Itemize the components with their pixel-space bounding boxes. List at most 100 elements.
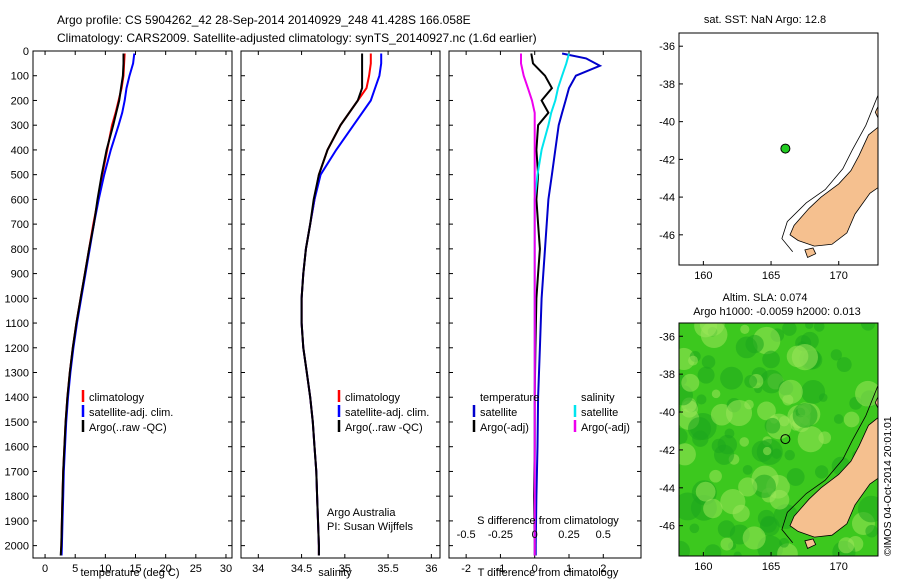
map-y-tick-label: -40 bbox=[659, 117, 675, 129]
temperature-panel bbox=[32, 50, 233, 559]
svg-text:salinity: salinity bbox=[581, 392, 615, 404]
sst-map-title: sat. SST: NaN Argo: 12.8 bbox=[704, 14, 826, 26]
sla-patch bbox=[836, 357, 852, 373]
x-tick-label: 0 bbox=[42, 563, 48, 575]
series-line-satellite-adj-clim- bbox=[300, 53, 383, 556]
s-tick-label: 0.25 bbox=[558, 529, 579, 541]
sla-patch bbox=[742, 526, 766, 550]
salinity-annotation-1: Argo Australia bbox=[327, 507, 396, 519]
sla-patch bbox=[704, 544, 722, 556]
header-line1: Argo profile: CS 5904262_42 28-Sep-2014 … bbox=[57, 13, 471, 27]
depth-tick-label: 2000 bbox=[5, 541, 29, 553]
map-x-tick-label: 160 bbox=[694, 270, 712, 282]
svg-text:Argo(-adj): Argo(-adj) bbox=[581, 422, 630, 434]
series-line-s-argo-adj- bbox=[520, 53, 536, 556]
sla-patch bbox=[838, 537, 855, 554]
depth-tick-label: 200 bbox=[11, 95, 29, 107]
depth-tick-label: 600 bbox=[11, 194, 29, 206]
sla-map: 160 165 170 -36 -38 -40 -42 -44 -46 bbox=[659, 322, 879, 573]
land-stewart-island bbox=[804, 247, 817, 259]
map-y-tick-label: -42 bbox=[659, 445, 675, 457]
depth-tick-label: 1500 bbox=[5, 417, 29, 429]
sla-patch bbox=[784, 449, 795, 461]
depth-tick-label: 1900 bbox=[5, 516, 29, 528]
sla-patch bbox=[720, 366, 743, 390]
depth-tick-label: 500 bbox=[11, 170, 29, 182]
salinity-legend: climatology satellite-adj. clim. Argo(..… bbox=[337, 390, 429, 434]
s-tick-label: -0.25 bbox=[488, 529, 513, 541]
sla-patch bbox=[782, 323, 797, 336]
series-line-argo-raw-qc- bbox=[300, 53, 364, 556]
sla-patch bbox=[843, 411, 860, 428]
sla-patch bbox=[711, 389, 721, 399]
x-tick-label: 35 bbox=[339, 563, 351, 575]
map-y-tick-label: -44 bbox=[659, 192, 675, 204]
sla-patch bbox=[791, 344, 818, 371]
sla-patch bbox=[679, 540, 690, 556]
sla-patch bbox=[763, 446, 772, 456]
map-x-tick-label: 165 bbox=[762, 561, 780, 573]
sla-patch bbox=[769, 489, 790, 510]
svg-text:satellite: satellite bbox=[480, 407, 517, 419]
depth-tick-label: 300 bbox=[11, 120, 29, 132]
map-y-tick-label: -36 bbox=[659, 331, 675, 343]
sla-patch bbox=[801, 379, 826, 404]
depth-tick-label: 1100 bbox=[5, 318, 29, 330]
svg-text:Argo(..raw -QC): Argo(..raw -QC) bbox=[345, 422, 423, 434]
difference-xlabel-top: S difference from climatology bbox=[477, 515, 619, 527]
shelf-contour bbox=[781, 95, 878, 253]
sla-patch bbox=[792, 402, 818, 428]
sla-patch bbox=[679, 443, 696, 466]
depth-tick-label: 100 bbox=[11, 71, 29, 83]
depth-tick-label: 1800 bbox=[5, 491, 29, 503]
sla-patch bbox=[744, 374, 758, 388]
depth-tick-label: 1700 bbox=[5, 466, 29, 478]
s-tick-label: -0.5 bbox=[457, 529, 476, 541]
sla-patch bbox=[696, 394, 707, 405]
svg-text:climatology: climatology bbox=[89, 392, 145, 404]
svg-text:satellite-adj. clim.: satellite-adj. clim. bbox=[89, 407, 173, 419]
map-y-tick-label: -38 bbox=[659, 369, 675, 381]
depth-tick-label: 1200 bbox=[5, 343, 29, 355]
x-tick-label: 0 bbox=[532, 563, 538, 575]
x-tick-label: 20 bbox=[160, 563, 172, 575]
sla-patch bbox=[779, 537, 789, 548]
depth-tick-label: 1000 bbox=[5, 293, 29, 305]
map-y-tick-label: -36 bbox=[659, 41, 675, 53]
sla-patch bbox=[857, 495, 878, 523]
depth-axis: 0 100 200 300 400 500 600 700 800 900 1000 1100 1200… bbox=[5, 46, 29, 553]
series-line-s-satellite bbox=[533, 53, 570, 556]
sla-patch bbox=[732, 504, 750, 522]
series-line-t-satellite bbox=[534, 52, 603, 556]
sla-patch bbox=[759, 369, 784, 394]
salinity-panel bbox=[240, 50, 441, 559]
series-line-satellite-adj-clim- bbox=[60, 53, 136, 556]
series-line-climatology bbox=[300, 53, 372, 556]
sla-patch bbox=[701, 355, 716, 369]
sla-patch bbox=[733, 551, 742, 556]
map-x-tick-label: 170 bbox=[830, 270, 848, 282]
sla-patch bbox=[865, 524, 878, 538]
sla-map-title2: Argo h1000: -0.0059 h2000: 0.013 bbox=[693, 306, 861, 318]
series-line-argo-raw-qc- bbox=[59, 53, 125, 556]
x-tick-label: -1 bbox=[496, 563, 506, 575]
sla-patch bbox=[687, 417, 712, 441]
x-tick-label: 35.5 bbox=[377, 563, 398, 575]
map-x-tick-label: 165 bbox=[762, 270, 780, 282]
land-south-island bbox=[789, 417, 878, 538]
sla-patch bbox=[739, 437, 750, 447]
difference-plot: -2 -1 0 1 2 -0.5 -0.25 0 0.25 0.5 bbox=[449, 50, 641, 575]
sla-patch bbox=[720, 537, 734, 551]
sla-patch bbox=[681, 373, 700, 392]
sla-patch bbox=[742, 464, 753, 475]
x-tick-label: 34 bbox=[252, 563, 264, 575]
difference-panel bbox=[448, 50, 642, 559]
s-tick-label: 0 bbox=[532, 529, 538, 541]
sla-patch bbox=[689, 523, 700, 534]
temperature-plot: 0 5 10 15 20 25 30 bbox=[33, 50, 232, 575]
argo-float-marker bbox=[780, 434, 791, 445]
sla-patch bbox=[833, 414, 844, 424]
map-frame bbox=[678, 32, 879, 266]
x-tick-label: 1 bbox=[566, 563, 572, 575]
sla-patch bbox=[713, 444, 735, 465]
